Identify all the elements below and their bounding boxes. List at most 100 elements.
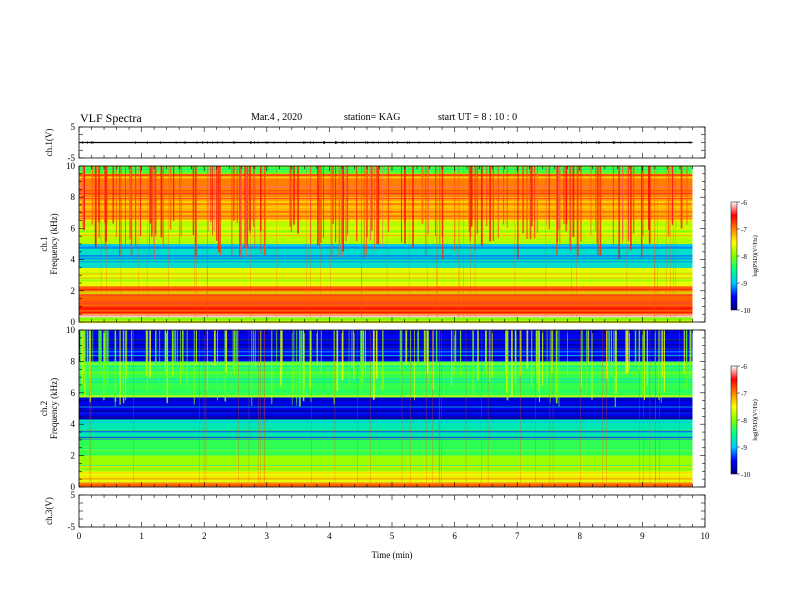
spectrogram-stripe — [79, 176, 693, 178]
y-tick-label: -5 — [68, 522, 76, 532]
sferic-burst — [115, 166, 117, 237]
sferic-burst — [82, 330, 85, 373]
sferic-burst — [548, 166, 550, 230]
sferic-burst — [365, 330, 366, 377]
sferic-burst — [119, 166, 121, 257]
spectrogram-stripe — [79, 399, 693, 401]
y-tick-label: 8 — [71, 192, 76, 202]
sferic-burst — [219, 166, 221, 256]
sferic-burst — [405, 330, 408, 365]
sferic-burst — [169, 166, 172, 230]
spectrogram-stripe — [79, 277, 693, 279]
sferic-burst — [289, 166, 291, 227]
sferic-burst — [154, 166, 157, 234]
sferic-burst — [193, 330, 195, 405]
sferic-burst — [149, 166, 150, 253]
spectrogram-stripe — [79, 190, 693, 192]
spectrogram-stripe — [79, 292, 693, 295]
spectrogram-stripe — [79, 267, 693, 269]
sferic-burst — [374, 166, 376, 251]
sferic-burst — [212, 166, 213, 235]
y-tick-label: 2 — [71, 286, 76, 296]
sferic-burst — [239, 166, 240, 257]
sferic-burst — [439, 166, 441, 245]
spectrogram-stripe — [79, 273, 693, 275]
sferic-burst — [689, 330, 692, 363]
spectrogram-stripe — [79, 173, 693, 175]
sferic-burst — [362, 330, 365, 370]
sferic-burst — [427, 166, 429, 234]
y-tick-label: 5 — [71, 490, 76, 500]
x-axis-label: Time (min) — [372, 550, 413, 560]
spectrogram-stripe — [79, 230, 693, 232]
sferic-burst — [98, 330, 100, 373]
sferic-burst — [236, 166, 238, 224]
sferic-burst — [582, 330, 583, 392]
sferic-burst — [114, 330, 117, 402]
sferic-burst — [83, 330, 86, 398]
y-tick-label: 10 — [66, 325, 76, 335]
sferic-burst — [382, 166, 384, 247]
x-tick-label: 9 — [640, 531, 645, 541]
sferic-burst — [686, 166, 688, 225]
sferic-burst — [612, 166, 614, 246]
sferic-burst — [82, 166, 84, 227]
y-tick-label: 6 — [71, 388, 76, 398]
sferic-burst — [79, 330, 82, 366]
sferic-burst — [149, 330, 151, 378]
sferic-burst — [618, 166, 620, 260]
sferic-burst — [297, 166, 299, 234]
spectrogram-stripe — [79, 255, 693, 257]
sferic-burst — [664, 330, 665, 393]
colorbar-tick-label: -9 — [741, 444, 747, 452]
sferic-burst — [468, 166, 470, 233]
sferic-burst — [596, 166, 598, 244]
sferic-burst — [580, 166, 582, 242]
sferic-burst — [486, 166, 488, 227]
sferic-burst — [105, 330, 107, 364]
sferic-burst — [244, 166, 246, 248]
sferic-burst — [502, 166, 505, 225]
sferic-burst — [371, 166, 373, 231]
sferic-burst — [151, 166, 153, 234]
spectrogram-stripe — [79, 405, 693, 408]
x-tick-label: 3 — [265, 531, 270, 541]
sferic-burst — [174, 330, 176, 365]
sferic-burst — [591, 330, 593, 400]
sferic-burst — [366, 166, 368, 238]
colorbar-label: log(PSD)(V²/Hz) — [752, 235, 759, 276]
sferic-burst — [83, 166, 86, 231]
sferic-burst — [506, 166, 508, 228]
sferic-burst — [388, 166, 390, 233]
sferic-burst — [98, 166, 100, 223]
spectrogram-stripe — [79, 211, 693, 213]
date-label: Mar.4 , 2020 — [251, 112, 303, 123]
sferic-burst — [81, 330, 83, 389]
sferic-burst — [332, 166, 334, 224]
spectrogram-stripe — [79, 441, 693, 443]
sferic-burst — [681, 166, 683, 229]
colorbar-tick-label: -10 — [741, 307, 751, 315]
sferic-burst — [563, 166, 565, 224]
sferic-burst — [348, 330, 350, 389]
sferic-burst — [549, 330, 551, 403]
sferic-burst — [345, 166, 347, 242]
sferic-burst — [533, 166, 536, 239]
sferic-burst — [590, 166, 592, 235]
sferic-burst — [536, 330, 538, 376]
sferic-burst — [382, 330, 384, 391]
sferic-burst — [336, 330, 339, 392]
spectrogram-stripe — [79, 269, 693, 272]
spectrogram-stripe — [79, 466, 693, 468]
sferic-burst — [412, 166, 414, 248]
sferic-burst — [232, 330, 234, 370]
spectrogram-stripe — [79, 347, 693, 350]
sferic-burst — [338, 166, 341, 258]
spectrogram-stripe — [79, 199, 693, 201]
sferic-burst — [526, 166, 528, 240]
sferic-burst — [296, 330, 298, 403]
x-tick-label: 6 — [452, 531, 457, 541]
spectrogram-stripe — [79, 234, 693, 237]
spectrogram-stripe — [79, 421, 693, 423]
